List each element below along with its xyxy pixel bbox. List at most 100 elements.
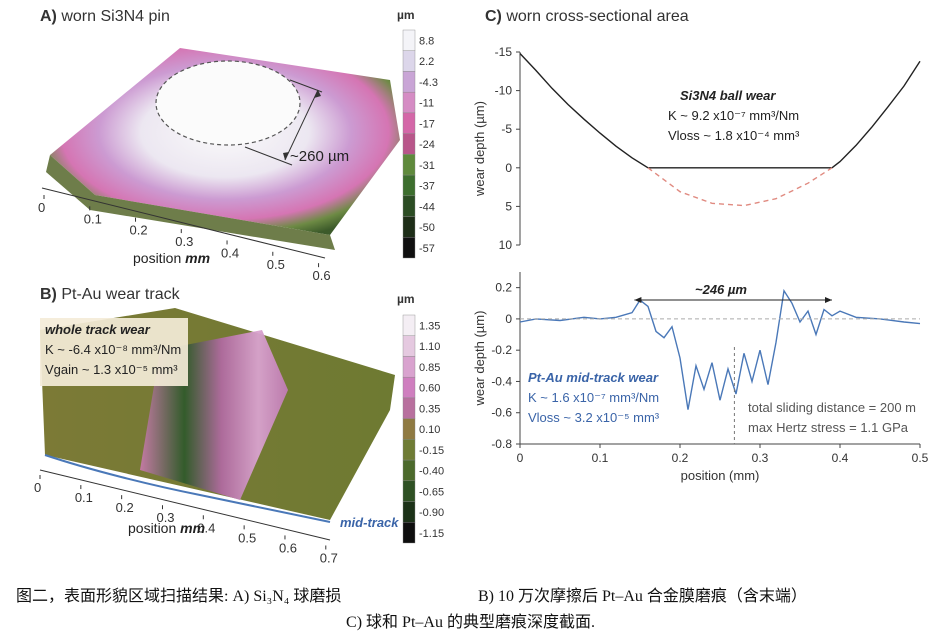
y-tick-label: 10 [499, 238, 513, 252]
colorbar-tick-label: 8.8 [419, 36, 434, 48]
series-line [519, 53, 921, 169]
colorbar-swatch [402, 29, 416, 51]
colorbar-tick-label: 2.2 [419, 56, 434, 68]
x-tick-label: 0.3 [752, 451, 769, 465]
y-tick-label: -0.8 [491, 437, 512, 451]
panel-a-surface [41, 48, 400, 259]
axis-tick-label: 0.1 [84, 211, 102, 226]
colorbar-swatch [402, 174, 416, 197]
panel-c-top-note-k: K ~ 9.2 x10⁻⁷ mm³/Nm [668, 108, 800, 123]
panel-c-bottom-note-title: Pt-Au mid-track wear [528, 370, 659, 385]
y-tick-label: -0.2 [491, 343, 512, 357]
colorbar-tick-label: -11 [419, 98, 434, 110]
colorbar-swatch [402, 439, 416, 461]
axis-tick-label: 0 [34, 480, 41, 495]
width-arrow-head-right [825, 297, 832, 303]
y-tick-label: 5 [505, 199, 512, 213]
y-tick-label: -5 [501, 122, 512, 136]
colorbar-swatch [402, 195, 416, 217]
panel-a-axis-ticks: 0 0.1 0.2 0.3 0.4 0.5 0.6 [38, 195, 331, 283]
axis-tick-label: 0.4 [197, 520, 215, 535]
colorbar-tick-label: -57 [419, 243, 435, 255]
y-axis-label: wear depth (µm) [472, 101, 487, 197]
panel-b-colorbar: 1.35 1.10 0.85 0.60 0.35 0.10 -0.15 -0.40 -0.65 -… [402, 314, 444, 544]
panel-c-hertz-note: max Hertz stress = 1.1 GPa [748, 420, 909, 435]
y-axis-label: wear depth (µm) [472, 311, 487, 407]
y-tick-label: 0 [505, 312, 512, 326]
panel-b-inset-title: whole track wear [45, 322, 150, 337]
panel-b-colorbar-unit: µm [397, 292, 415, 306]
colorbar-tick-label: -31 [419, 160, 435, 172]
colorbar-tick-label: -4.3 [419, 77, 438, 89]
series-line [647, 167, 833, 207]
axis-tick-label: 0.2 [130, 223, 148, 238]
panel-c-bottom-note-v: Vloss ~ 3.2 x10⁻⁵ mm³ [528, 410, 660, 425]
colorbar-swatch [402, 50, 416, 72]
colorbar-tick-label: -0.65 [419, 486, 444, 498]
colorbar-tick-label: -44 [419, 201, 435, 213]
x-tick-label: 0.1 [592, 451, 609, 465]
y-tick-label: -0.4 [491, 374, 512, 388]
x-tick-label: 0.4 [832, 451, 849, 465]
colorbar-tick-label: -17 [419, 118, 435, 130]
panel-c-bottom-chart: 0.2 0 -0.2 -0.4 -0.6 -0.8 0 0.1 0.2 0.3 0.4 0.5 wear… [472, 272, 929, 483]
colorbar-tick-label: 1.10 [419, 341, 440, 353]
y-tick-label: -0.6 [491, 406, 512, 420]
axis-tick-label: 0.4 [221, 245, 239, 260]
colorbar-tick-label: 0.60 [419, 383, 440, 395]
x-tick-label: 0.5 [912, 451, 929, 465]
colorbar-swatch [402, 335, 416, 357]
colorbar-swatch [402, 71, 416, 93]
panel-a-colorbar: 8.8 2.2 -4.3 -11 -17 -24 -31 -37 -44 -50 -57 [402, 29, 438, 259]
axis-tick-label: 0 [38, 200, 45, 215]
panel-a-title: A) worn Si3N4 pin [40, 8, 170, 25]
colorbar-tick-label: -0.90 [419, 507, 444, 519]
panel-a-diameter-label: ~260 µm [290, 148, 350, 165]
axis-tick-label: 0.1 [75, 490, 93, 505]
colorbar-swatch [402, 376, 416, 399]
colorbar-tick-label: 0.85 [419, 362, 440, 374]
colorbar-swatch [402, 133, 416, 155]
colorbar-swatch [402, 91, 416, 114]
colorbar-tick-label: 0.10 [419, 424, 440, 436]
colorbar-swatch [402, 112, 416, 134]
colorbar-tick-label: -0.15 [419, 445, 444, 457]
axis-tick-label: 0.3 [175, 234, 193, 249]
axis-tick-label: 0.6 [313, 268, 331, 283]
colorbar-tick-label: -50 [419, 222, 435, 234]
caption-line1-b: B) 10 万次摩擦后 Pt–Au 合金膜磨痕（含末端） [478, 588, 807, 605]
axis-tick-label: 0.2 [116, 500, 134, 515]
panel-c-top-note-v: Vloss ~ 1.8 x10⁻⁴ mm³ [668, 128, 800, 143]
panel-c-top-chart: -15 -10 -5 0 5 10 wear depth (µm) [472, 45, 921, 252]
colorbar-tick-label: -1.15 [419, 528, 444, 540]
x-axis-label: position (mm) [681, 468, 760, 483]
series-line [519, 288, 921, 410]
colorbar-swatch [402, 459, 416, 482]
colorbar-swatch [402, 418, 416, 440]
y-tick-label: 0 [505, 161, 512, 175]
axis-tick-label: 0.3 [156, 510, 174, 525]
axis-tick-label: 0.6 [279, 540, 297, 555]
colorbar-swatch [402, 356, 416, 378]
caption-line2: C) 球和 Pt–Au 的典型磨痕深度截面. [346, 614, 595, 631]
width-arrow-head-left [634, 297, 642, 303]
colorbar-tick-label: -24 [419, 139, 435, 151]
y-tick-label: 0.2 [495, 281, 512, 295]
colorbar-swatch [402, 314, 416, 336]
panel-c-sliding-note: total sliding distance = 200 m [748, 400, 917, 415]
y-tick-label: -10 [495, 84, 513, 98]
colorbar-swatch [402, 154, 416, 176]
x-tick-label: 0.2 [672, 451, 689, 465]
panel-b-inset-k: K ~ -6.4 x10⁻⁸ mm³/Nm [45, 342, 182, 357]
panel-b-axis-ticks: 0 0.1 0.2 0.3 0.4 0.5 0.6 0.7 [34, 475, 338, 565]
panel-b-surface [39, 308, 395, 541]
axis-tick-label: 0.7 [320, 550, 338, 565]
panel-b-midtrack-label: mid-track [340, 515, 399, 530]
panel-b-inset-v: Vgain ~ 1.3 x10⁻⁵ mm³ [45, 362, 178, 377]
panel-a-colorbar-unit: µm [397, 8, 415, 22]
panel-b-title: B) Pt-Au wear track [40, 286, 180, 303]
panel-b-axis-label: position mm [128, 520, 206, 536]
colorbar-swatch [402, 216, 416, 238]
y-tick-label: -15 [495, 45, 513, 59]
